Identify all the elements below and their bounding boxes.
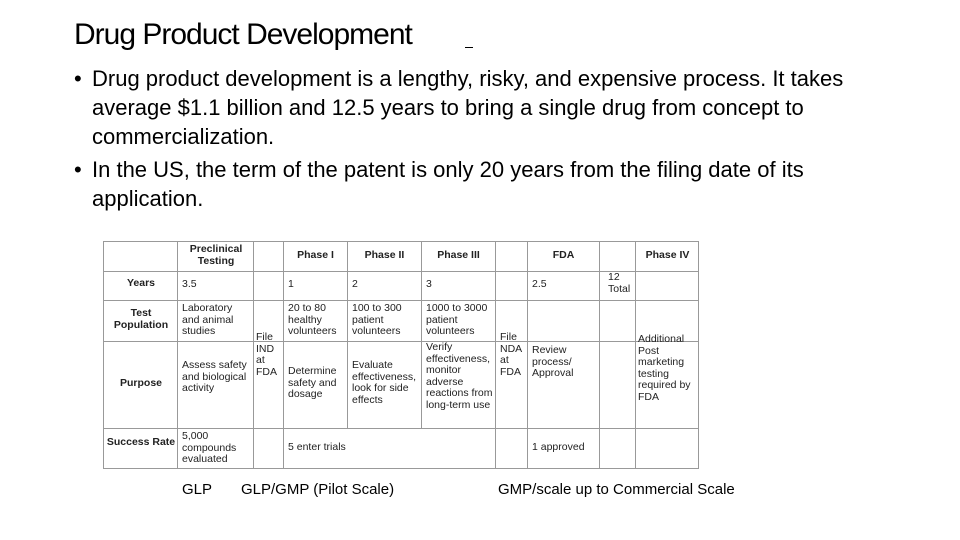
col-divider <box>283 241 284 469</box>
row-label-purpose: Purpose <box>119 377 162 389</box>
purpose-preclinical: Assess safety and biological activity <box>182 359 247 395</box>
purpose-phase4: Additional Post marketing testing requir… <box>638 333 691 403</box>
table-border <box>103 241 699 242</box>
phase-label-glp: GLP <box>182 481 213 498</box>
row-divider <box>103 428 699 429</box>
years-phase2: 2 <box>352 278 358 290</box>
population-phase3: 1000 to 3000 patient volunteers <box>426 302 488 338</box>
row-label-success: Success Rate <box>106 436 176 448</box>
row-divider <box>103 271 699 272</box>
col-divider <box>599 241 600 469</box>
row-label-years: Years <box>126 277 156 289</box>
col-divider <box>635 241 636 469</box>
table-border <box>103 241 104 469</box>
phase-label-pilot: GLP/GMP (Pilot Scale) <box>241 481 395 498</box>
years-phase1: 1 <box>288 278 294 290</box>
header-phase1: Phase I <box>297 249 334 261</box>
col-divider <box>527 241 528 469</box>
header-phase3: Phase III <box>437 249 480 261</box>
bullet-text: In the US, the term of the patent is onl… <box>92 157 804 211</box>
purpose-phase3: Verify effectiveness, monitor adverse re… <box>426 341 493 411</box>
col-divider <box>421 241 422 428</box>
col-divider <box>495 241 496 469</box>
success-clinical: 5 enter trials <box>288 441 346 453</box>
row-divider <box>103 341 699 342</box>
purpose-phase1: Determine safety and dosage <box>288 365 337 401</box>
file-ind-note: File IND at FDA <box>256 331 277 378</box>
header-phase2: Phase II <box>364 249 405 261</box>
success-fda: 1 approved <box>532 441 585 453</box>
drug-development-table: Preclinical Testing Phase I Phase II Pha… <box>103 241 699 469</box>
population-phase1: 20 to 80 healthy volunteers <box>288 302 337 338</box>
bullet-item: • Drug product development is a lengthy,… <box>74 64 904 151</box>
bullet-dot: • <box>74 66 82 91</box>
population-phase2: 100 to 300 patient volunteers <box>352 302 402 338</box>
col-divider <box>347 241 348 428</box>
years-total: 12 Total <box>608 271 631 295</box>
file-nda-note: File NDA at FDA <box>500 331 522 378</box>
header-phase4: Phase IV <box>645 249 690 261</box>
purpose-phase2: Evaluate effectiveness, look for side ef… <box>352 359 417 406</box>
years-fda: 2.5 <box>532 278 547 290</box>
row-divider <box>103 300 699 301</box>
success-preclinical: 5,000 compounds evaluated <box>182 430 237 466</box>
phase-label-commercial: GMP/scale up to Commercial Scale <box>498 481 735 498</box>
years-preclinical: 3.5 <box>182 278 197 290</box>
bullet-dot: • <box>74 157 82 182</box>
header-preclinical: Preclinical Testing <box>189 243 243 267</box>
bullet-item: • In the US, the term of the patent is o… <box>74 155 904 213</box>
slide-title: Drug Product Development <box>74 18 413 51</box>
header-fda: FDA <box>552 249 575 261</box>
purpose-fda: Review process/ Approval <box>532 344 574 380</box>
title-mark <box>465 47 473 48</box>
col-divider <box>253 241 254 469</box>
years-phase3: 3 <box>426 278 432 290</box>
population-preclinical: Laboratory and animal studies <box>182 302 234 338</box>
table-border <box>698 241 699 469</box>
bullet-text: Drug product development is a lengthy, r… <box>92 66 844 149</box>
col-divider <box>177 241 178 469</box>
table-border <box>103 468 699 469</box>
bullet-list: • Drug product development is a lengthy,… <box>74 64 904 217</box>
row-label-population: Test Population <box>113 307 169 331</box>
